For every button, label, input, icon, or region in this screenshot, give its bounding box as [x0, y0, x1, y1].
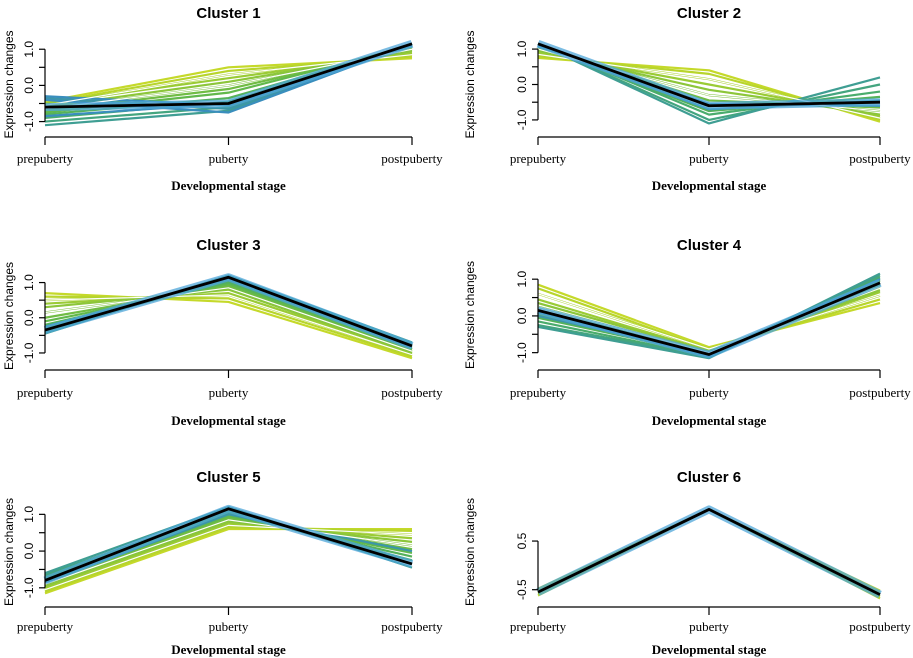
y-tick-label: -1.0 [22, 577, 36, 598]
core-profile-band [537, 279, 882, 359]
member-profile-line [537, 42, 881, 125]
member-profile-line [537, 508, 881, 598]
y-tick-label: 1.0 [22, 274, 36, 291]
centroid-line [537, 42, 881, 108]
x-axis-label: Developmental stage [171, 413, 286, 428]
x-tick-label: postpuberty [381, 619, 443, 634]
x-tick-label: puberty [689, 619, 729, 634]
y-axis-label: Expression changes [463, 498, 477, 606]
member-profile-highlight [44, 287, 413, 352]
y-tick-label: 1.0 [515, 271, 529, 288]
panel-title: Cluster 5 [196, 469, 260, 486]
centroid-line [44, 507, 413, 582]
x-tick-label: postpuberty [849, 151, 911, 166]
cluster-panel-3: Cluster 3 -1.0 0.0 1.0 Expression changes pre… [2, 237, 443, 428]
member-profile-highlight [44, 519, 413, 585]
x-tick-label: prepuberty [510, 151, 567, 166]
panel-title: Cluster 2 [677, 5, 741, 22]
x-axis-label: Developmental stage [652, 642, 767, 657]
x-tick-label: prepuberty [510, 385, 567, 400]
member-profile-line [44, 292, 413, 360]
x-axis-label: Developmental stage [171, 642, 286, 657]
member-profile-line [44, 292, 413, 355]
x-tick-label: puberty [209, 619, 249, 634]
member-profile-line [537, 508, 881, 600]
member-profile-line [44, 526, 413, 593]
y-tick-label: 0.0 [22, 77, 36, 94]
member-profile-line [537, 508, 881, 592]
centroid-line [44, 42, 413, 109]
member-profile-line [44, 520, 413, 588]
y-tick-label: 1.0 [515, 40, 529, 57]
x-tick-label: puberty [689, 385, 729, 400]
x-tick-label: prepuberty [17, 151, 74, 166]
x-tick-label: postpuberty [849, 619, 911, 634]
y-tick-label: 0.0 [22, 542, 36, 559]
y-tick-label: 0.5 [515, 532, 529, 549]
y-tick-label: 1.0 [22, 41, 36, 58]
y-tick-label: 0.0 [515, 307, 529, 324]
y-axis-label: Expression changes [2, 30, 16, 138]
member-profile-line [44, 295, 413, 358]
y-axis-label: Expression changes [2, 262, 16, 370]
member-profile-line [537, 45, 881, 107]
y-tick-label: -1.0 [515, 109, 529, 130]
centroid-line [537, 281, 881, 356]
x-tick-label: puberty [209, 151, 249, 166]
member-profile-line [537, 287, 881, 351]
cluster-panel-1: Cluster 1 -1.0 0.0 1.0 Expression changespre… [2, 5, 443, 193]
panel-title: Cluster 1 [196, 5, 260, 22]
y-axis-label: Expression changes [463, 261, 477, 369]
panel-title: Cluster 3 [196, 237, 260, 254]
core-profile-band [536, 505, 882, 599]
x-axis-label: Developmental stage [171, 178, 286, 193]
x-tick-label: postpuberty [381, 151, 443, 166]
member-profile-highlight [44, 524, 413, 591]
y-axis-label: Expression changes [463, 30, 477, 138]
y-tick-label: -0.5 [515, 579, 529, 600]
y-tick-label: -1.0 [22, 111, 36, 132]
y-tick-label: -1.0 [22, 342, 36, 363]
x-tick-label: postpuberty [381, 385, 443, 400]
y-tick-label: 0.0 [22, 309, 36, 326]
x-tick-label: prepuberty [17, 385, 74, 400]
panel-title: Cluster 6 [677, 469, 741, 486]
member-profile-line [44, 288, 413, 354]
x-axis-label: Developmental stage [652, 178, 767, 193]
y-tick-label: 0.0 [515, 76, 529, 93]
cluster-panel-2: Cluster 2 -1.0 0.0 1.0 Expression changes pre… [463, 5, 911, 193]
x-tick-label: prepuberty [17, 619, 74, 634]
member-profile-line [537, 44, 881, 107]
member-profile-highlight [44, 294, 413, 356]
cluster-panel-6: Cluster 6 -0.5 0.5 Expression changes prepub… [463, 469, 911, 657]
y-tick-label: -1.0 [515, 342, 529, 363]
centroid-line [44, 275, 413, 348]
y-axis-label: Expression changes [2, 498, 16, 606]
member-profile-highlight [537, 293, 881, 350]
member-profile-line [537, 283, 881, 349]
y-tick-label: 1.0 [22, 506, 36, 523]
cluster-panel-5: Cluster 5 -1.0 0.0 1.0 Expression changespre… [2, 469, 443, 657]
x-tick-label: postpuberty [849, 385, 911, 400]
centroid-line [537, 508, 881, 596]
x-tick-label: puberty [209, 385, 249, 400]
x-tick-label: prepuberty [510, 619, 567, 634]
member-profile-line [44, 522, 413, 589]
x-axis-label: Developmental stage [652, 413, 767, 428]
member-profile-line [537, 508, 881, 594]
x-tick-label: puberty [689, 151, 729, 166]
cluster-panel-4: Cluster 4 -1.0 0.0 1.0 Expression changes pre… [463, 237, 911, 428]
member-profile-line [537, 283, 881, 354]
panel-title: Cluster 4 [677, 237, 742, 254]
